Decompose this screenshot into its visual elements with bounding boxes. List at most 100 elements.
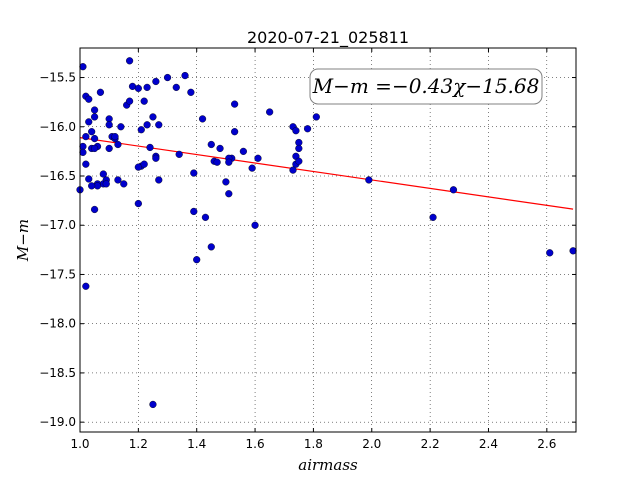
data-point	[163, 73, 172, 82]
y-tick-label: −19.0	[39, 415, 76, 429]
data-point	[231, 100, 239, 108]
data-point	[105, 121, 113, 129]
data-point	[82, 282, 90, 290]
data-point	[546, 249, 554, 257]
data-point	[266, 108, 274, 116]
data-point	[429, 213, 437, 221]
data-point	[181, 71, 189, 80]
y-tick-label: −16.0	[39, 120, 76, 134]
data-point	[82, 133, 90, 141]
data-point	[79, 63, 87, 71]
y-tick-label: −15.5	[39, 71, 76, 85]
data-point	[102, 180, 110, 188]
data-point	[225, 158, 233, 166]
data-point	[292, 127, 300, 135]
data-point	[105, 144, 113, 153]
data-point	[231, 128, 239, 136]
data-point	[146, 143, 154, 152]
data-point	[155, 121, 163, 129]
y-axis-title: M−m	[14, 219, 32, 262]
data-point	[190, 169, 198, 177]
data-point	[126, 57, 134, 65]
data-point	[569, 247, 577, 255]
data-point	[365, 176, 373, 184]
data-point	[152, 77, 160, 86]
chart-title: 2020-07-21_025811	[247, 28, 409, 48]
x-tick-label: 2.2	[421, 437, 440, 451]
data-point	[134, 199, 142, 208]
data-point	[222, 178, 230, 186]
data-point	[143, 83, 151, 91]
data-point	[90, 106, 99, 114]
x-tick-label: 1.0	[70, 437, 89, 451]
data-point	[137, 126, 145, 134]
data-point	[88, 182, 96, 190]
data-point	[88, 128, 96, 136]
data-point	[190, 207, 198, 216]
data-point	[172, 83, 180, 91]
data-point	[207, 140, 215, 149]
fit-equation-label: M−m =−0.43χ−15.68	[312, 74, 540, 98]
data-point	[198, 115, 207, 123]
x-tick-label: 2.6	[537, 437, 556, 451]
data-point	[152, 154, 160, 162]
data-point	[213, 158, 221, 166]
plot-area: 1.0 1.2 1.4 1.6 1.8 2.0 2.2 2.4 2.6 −15.5 −16.0 −16…	[39, 47, 577, 451]
data-point	[155, 176, 163, 184]
data-point	[126, 97, 134, 105]
data-point	[114, 176, 122, 184]
data-point	[90, 144, 99, 153]
data-point	[251, 221, 259, 229]
data-point	[79, 148, 87, 156]
data-point	[85, 95, 93, 103]
data-point	[140, 160, 148, 168]
data-point	[143, 121, 151, 129]
data-point	[90, 134, 99, 143]
data-point	[111, 133, 119, 141]
data-point	[449, 186, 458, 194]
data-point	[303, 125, 312, 133]
data-point	[175, 150, 183, 158]
plot-frame	[79, 47, 577, 433]
x-axis-title: airmass	[298, 456, 358, 474]
data-point	[117, 123, 125, 131]
data-point	[295, 144, 303, 153]
data-point	[134, 84, 142, 92]
y-tick-label: −18.5	[39, 366, 76, 380]
data-point	[90, 113, 99, 121]
data-point	[96, 88, 105, 96]
fit-equation-box	[309, 68, 543, 105]
x-tick-label: 2.0	[362, 437, 381, 451]
data-point	[216, 144, 224, 153]
fit-line	[79, 137, 574, 210]
data-point	[85, 118, 93, 126]
data-point	[149, 400, 157, 409]
data-point	[149, 113, 157, 121]
data-point	[187, 88, 195, 96]
y-tick-label: −17.0	[39, 218, 76, 232]
data-point	[289, 166, 297, 174]
data-point	[134, 163, 142, 171]
data-point	[120, 180, 128, 188]
data-point	[312, 113, 320, 121]
data-point	[140, 97, 148, 105]
data-point	[239, 147, 247, 155]
data-point	[82, 160, 90, 168]
data-point	[201, 213, 210, 221]
data-point	[295, 157, 303, 165]
y-tick-label: −17.5	[39, 267, 76, 281]
data-point	[193, 256, 201, 264]
x-tick-label: 2.4	[479, 437, 498, 451]
data-point	[207, 243, 215, 251]
y-tick-label: −18.0	[39, 317, 76, 331]
x-tick-label: 1.4	[187, 437, 206, 451]
data-point	[90, 205, 99, 214]
x-tick-label: 1.2	[129, 437, 148, 451]
data-point	[254, 154, 262, 162]
data-point	[225, 190, 233, 198]
y-tick-label: −16.5	[39, 169, 76, 183]
data-point	[99, 170, 107, 178]
x-tick-label: 1.6	[246, 437, 265, 451]
